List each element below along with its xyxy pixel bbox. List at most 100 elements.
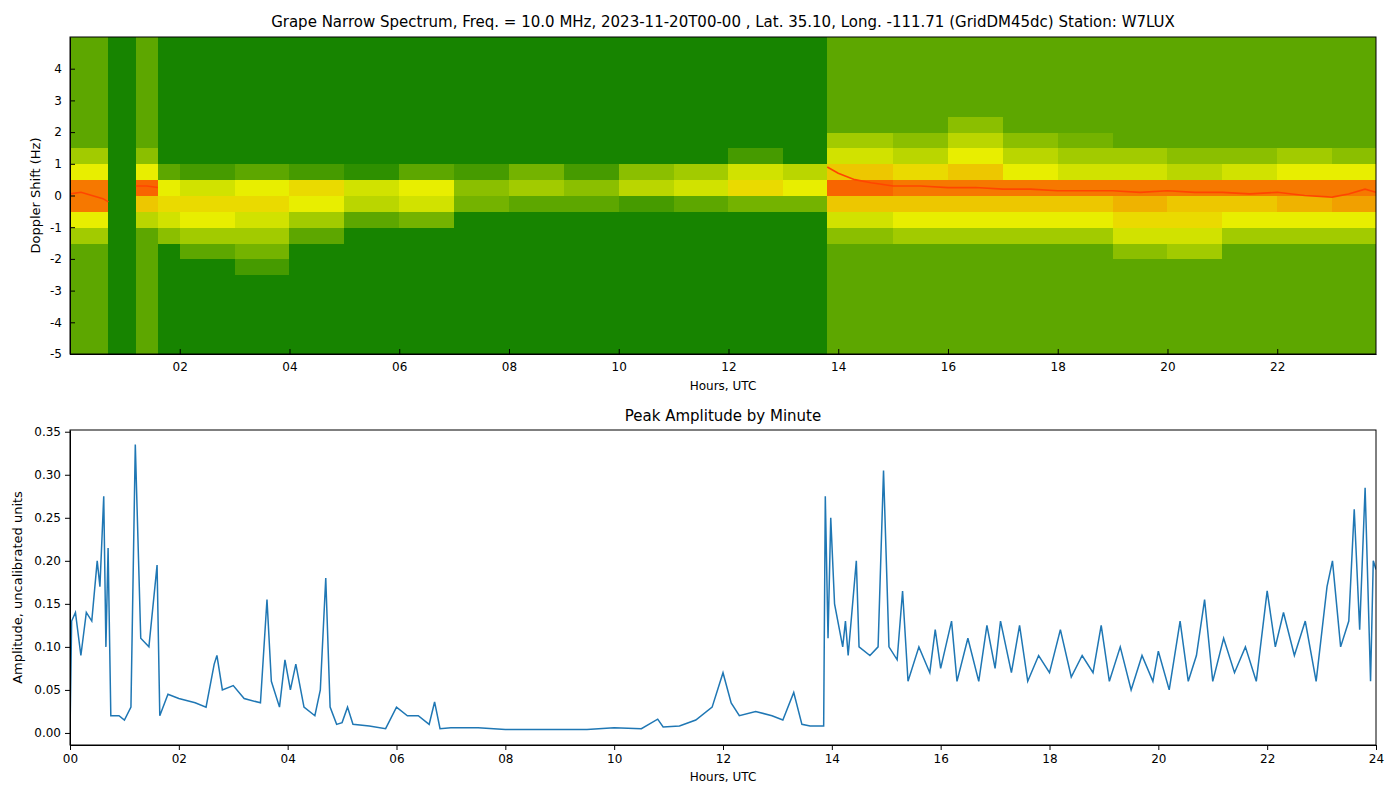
heat-cell [1003,227,1058,243]
x-tick: 22 [1260,745,1275,766]
heat-cell [728,259,783,275]
heat-cell [289,227,344,243]
y-tick-mark [65,432,70,433]
heat-cell [728,211,783,227]
heat-cell [948,259,1003,275]
heat-cell [235,132,290,148]
heat-cell [674,180,729,196]
heat-cell [180,243,235,259]
heat-cell [108,148,136,164]
heat-cell [1277,132,1332,148]
heat-cell [235,37,290,53]
heat-cell [289,306,344,322]
heat-cell [827,100,893,116]
heat-cell [509,69,564,85]
heat-cell [136,306,158,322]
y-tick: 2 [54,125,75,139]
y-tick-mark [70,354,75,355]
heat-cell [619,243,674,259]
heat-cell [235,306,290,322]
heat-cell [399,69,454,85]
heat-cell [728,132,783,148]
heat-cell [1113,132,1168,148]
heat-cell [235,180,290,196]
heat-cell [827,227,893,243]
heat-cell [454,37,509,53]
heat-cell [827,196,893,212]
heat-cell [289,148,344,164]
heat-cell [344,291,399,307]
heat-cell [1222,243,1277,259]
heat-cell [136,116,158,132]
heat-cell [136,291,158,307]
x-tick: 14 [831,349,846,374]
heat-cell [948,85,1003,101]
heat-cell [619,164,674,180]
heat-cell [399,259,454,275]
heat-cell [289,132,344,148]
x-tick-mark [1058,349,1059,354]
heat-cell [344,37,399,53]
heat-cell [948,291,1003,307]
heat-cell [1003,338,1058,354]
heat-cell [509,243,564,259]
heat-cell [1222,291,1277,307]
x-tick-mark [1050,745,1051,750]
heat-cell [344,227,399,243]
heat-cell [1113,306,1168,322]
heat-cell [136,259,158,275]
y-tick-mark [70,164,75,165]
heat-cell [108,53,136,69]
heat-cell [1167,322,1222,338]
heat-cell [783,100,827,116]
heat-cell [619,116,674,132]
heat-cell [564,132,619,148]
heat-cell [893,164,948,180]
heat-cell [136,243,158,259]
heat-cell [1058,227,1113,243]
heat-cell [1058,211,1113,227]
heat-cell [1222,53,1277,69]
heat-cell [289,259,344,275]
x-tick-label: 14 [825,752,840,766]
heat-cell [783,211,827,227]
heat-cell [1113,291,1168,307]
y-tick-mark [65,518,70,519]
x-tick-mark [832,745,833,750]
heat-cell [70,211,109,227]
x-tick-mark [509,349,510,354]
heat-cell [1222,322,1277,338]
x-tick: 06 [392,349,407,374]
heat-cell [344,100,399,116]
x-tick-mark [1376,745,1377,750]
x-tick: 24 [1369,745,1384,766]
y-tick-label: 3 [54,94,62,108]
heat-cell [235,275,290,291]
heat-cell [893,69,948,85]
heat-cell [344,259,399,275]
x-tick-mark [397,745,398,750]
heat-cell [827,85,893,101]
y-tick: 0.10 [34,640,70,654]
heat-cell [454,53,509,69]
heat-cell [893,196,948,212]
heat-cell [399,180,454,196]
heat-cell [180,85,235,101]
heat-cell [728,275,783,291]
heat-cell [108,69,136,85]
heat-cell [674,338,729,354]
heat-cell [235,69,290,85]
heat-cell [1058,100,1113,116]
x-tick: 10 [612,349,627,374]
heat-cell [454,180,509,196]
heat-cell [1167,69,1222,85]
heat-cell [509,275,564,291]
heat-cell [1058,132,1113,148]
y-tick-mark [70,291,75,292]
y-tick-mark [70,259,75,260]
heat-cell [1058,306,1113,322]
heat-cell [1167,148,1222,164]
heat-cell [108,180,136,196]
heat-cell [509,37,564,53]
x-axis: 00020406081012141618202224 [63,745,1384,766]
